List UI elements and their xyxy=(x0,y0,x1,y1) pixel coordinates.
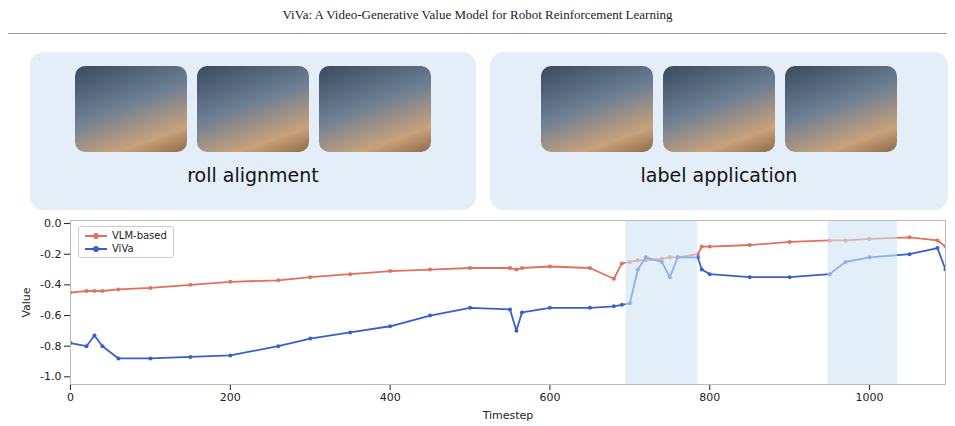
html-text:ViVa: A Video-Generative Value: ViVa: A Video-Generative Value Model for… xyxy=(282,7,673,22)
svg-text:-0.8: -0.8 xyxy=(40,340,61,353)
svg-text:400: 400 xyxy=(380,391,401,404)
svg-text:200: 200 xyxy=(220,391,241,404)
svg-text:Value: Value xyxy=(20,287,33,317)
svg-text:-1.0: -1.0 xyxy=(40,370,61,383)
svg-text:1000: 1000 xyxy=(856,391,884,404)
svg-text:-0.2: -0.2 xyxy=(40,248,61,261)
html-text:ViVa: ViVa xyxy=(112,243,134,254)
svg-text:-0.6: -0.6 xyxy=(40,309,61,322)
svg-text:Timestep: Timestep xyxy=(482,409,534,422)
svg-text:0.0: 0.0 xyxy=(44,217,62,230)
html-text:VLM-based: VLM-based xyxy=(112,230,167,241)
svg-text:-0.4: -0.4 xyxy=(40,278,61,291)
svg-text:0: 0 xyxy=(67,391,74,404)
svg-text:600: 600 xyxy=(539,391,560,404)
html-text:label application: label application xyxy=(640,164,798,186)
svg-text:800: 800 xyxy=(699,391,720,404)
html-text:roll alignment: roll alignment xyxy=(187,164,319,186)
